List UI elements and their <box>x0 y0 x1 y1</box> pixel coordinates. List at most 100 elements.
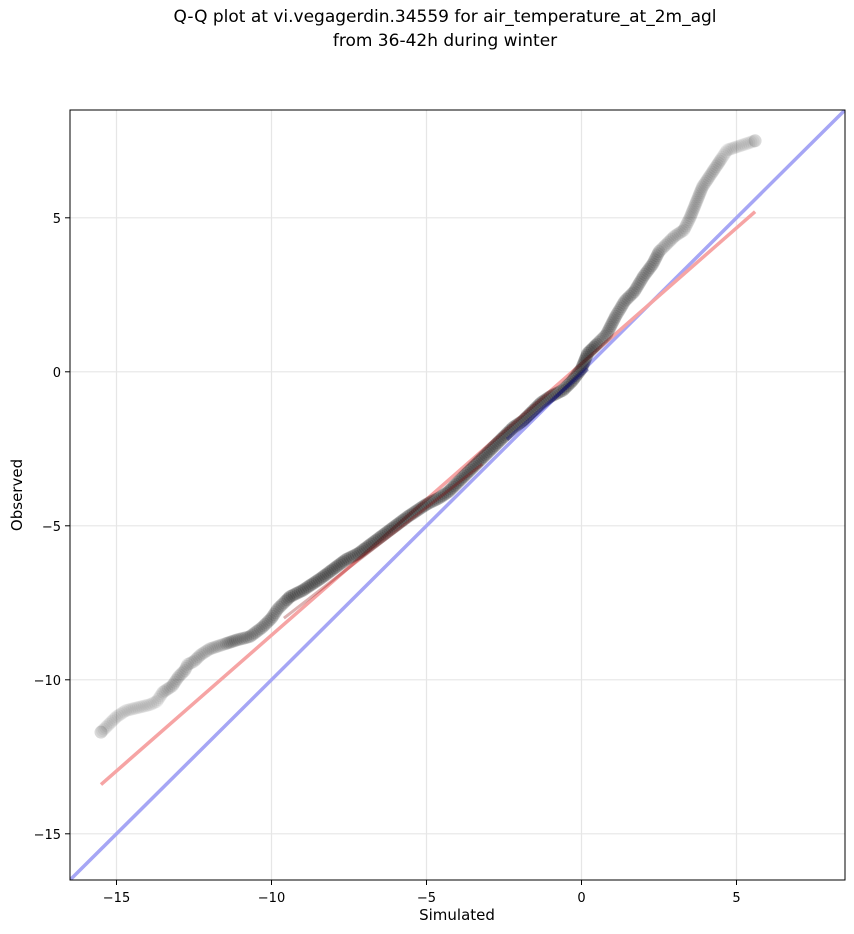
quantile-point <box>452 474 466 488</box>
quantile-point <box>278 594 292 608</box>
quantile-point <box>258 617 272 631</box>
quantile-point <box>173 668 187 682</box>
quantile-point <box>687 201 701 215</box>
quantile-point <box>277 596 291 610</box>
quantile-point <box>252 623 266 637</box>
quantile-point <box>719 145 733 159</box>
quantile-point <box>596 331 610 345</box>
quantile-point <box>193 648 207 662</box>
quantile-point <box>585 342 599 356</box>
x-axis-label: Simulated <box>419 906 495 924</box>
quantile-point <box>637 269 650 283</box>
quantile-point <box>301 580 315 594</box>
quantile-point <box>408 505 422 519</box>
quantile-point <box>689 195 703 209</box>
quantile-point <box>677 223 691 237</box>
quantile-point <box>572 365 586 379</box>
quantile-point <box>94 725 108 739</box>
quantile-point <box>692 188 706 202</box>
quantile-point <box>261 614 275 628</box>
quantile-point <box>609 309 623 323</box>
quantile-point <box>325 563 339 577</box>
quantile-point <box>705 165 719 179</box>
quantile-point <box>694 184 708 198</box>
quantile-point <box>121 703 135 717</box>
quantile-point <box>185 655 199 669</box>
quantile-point <box>248 626 262 640</box>
quantile-point <box>99 721 113 735</box>
quantile-point <box>381 524 395 538</box>
quantile-point <box>335 555 349 569</box>
quantile-point <box>722 142 736 156</box>
quantile-point <box>709 160 723 174</box>
quantile-point <box>522 408 536 422</box>
quantile-point <box>700 173 714 187</box>
quantile-point <box>685 207 699 221</box>
quantile-point <box>697 178 711 192</box>
quantile-point <box>598 329 612 343</box>
quantile-point <box>230 633 244 647</box>
quantile-point <box>458 468 472 482</box>
quantile-point <box>410 503 424 517</box>
quantile-point <box>430 492 444 506</box>
quantile-point <box>110 710 123 724</box>
quantile-point <box>405 507 419 521</box>
quantile-point <box>724 142 738 156</box>
x-tick-label: −15 <box>103 891 130 906</box>
quantile-point <box>176 665 190 679</box>
quantile-point <box>246 627 260 641</box>
quantile-point <box>397 512 411 526</box>
quantile-point <box>187 654 201 668</box>
quantile-point <box>351 547 365 561</box>
quantile-point <box>517 413 531 427</box>
quantile-point <box>219 636 233 650</box>
quantile-point <box>355 544 369 558</box>
quantile-point <box>150 694 164 708</box>
quantile-point <box>508 419 522 433</box>
quantile-point <box>713 154 727 168</box>
quantile-point <box>216 638 230 652</box>
quantile-point <box>489 437 503 451</box>
quantile-point <box>204 641 218 655</box>
quantile-point <box>698 176 712 190</box>
quantile-point <box>568 371 582 385</box>
quantile-point <box>608 311 622 325</box>
quantile-point <box>688 199 702 213</box>
quantile-point <box>378 527 392 541</box>
quantile-point <box>557 382 571 396</box>
quantile-point <box>600 326 614 340</box>
quantile-point <box>463 463 477 477</box>
quantile-point <box>203 642 216 656</box>
quantile-point <box>111 709 125 723</box>
quantile-point <box>617 296 631 310</box>
quantile-point <box>486 440 500 454</box>
quantile-point <box>272 600 286 614</box>
quantile-point <box>257 619 271 633</box>
quantile-point <box>491 436 505 450</box>
quantile-point <box>229 633 243 647</box>
quantile-point <box>472 454 486 468</box>
quantile-point <box>180 659 194 673</box>
quantile-point <box>671 227 685 241</box>
quantile-point <box>642 262 656 276</box>
quantile-point <box>726 141 740 155</box>
quantile-point <box>108 711 122 725</box>
quantile-point <box>432 491 446 505</box>
quantile-point <box>274 599 288 613</box>
quantile-point <box>208 640 222 654</box>
quantile-point <box>715 150 729 164</box>
quantile-point <box>289 587 303 601</box>
quantile-point <box>561 379 575 393</box>
quantile-point <box>223 635 237 649</box>
quantile-point <box>125 702 139 716</box>
quantile-point <box>602 322 616 336</box>
quantile-point <box>646 257 660 271</box>
quantile-point <box>603 320 617 334</box>
quantile-point <box>682 213 696 227</box>
quantile-point <box>137 699 151 713</box>
quantile-point <box>728 141 742 155</box>
quantile-point <box>394 515 408 529</box>
quantile-point <box>266 609 280 623</box>
quantile-point <box>158 684 172 698</box>
